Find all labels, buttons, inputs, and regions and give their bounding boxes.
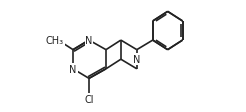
Text: N: N: [69, 64, 77, 74]
Text: CH₃: CH₃: [46, 36, 64, 46]
Text: N: N: [85, 36, 93, 46]
Text: Cl: Cl: [84, 94, 94, 104]
Text: N: N: [133, 55, 140, 65]
